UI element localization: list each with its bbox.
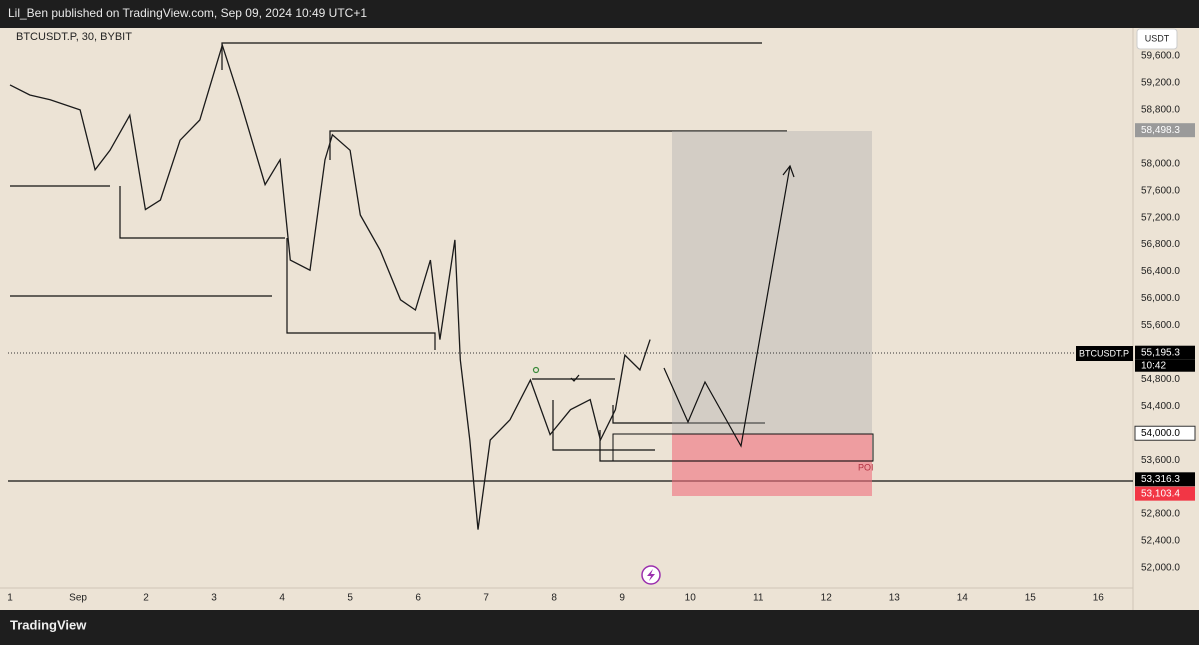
x-tick-label: 13 <box>889 593 901 604</box>
x-tick-label: 8 <box>551 593 557 604</box>
x-tick-label: 14 <box>957 593 969 604</box>
price-label: 54,000.0 <box>1141 428 1180 439</box>
level-line <box>329 130 787 160</box>
y-tick-label: 52,000.0 <box>1141 563 1180 574</box>
x-tick-label: 12 <box>821 593 833 604</box>
projection-arrow <box>663 165 791 448</box>
y-tick-label: 56,800.0 <box>1141 239 1180 250</box>
y-tick-label: 57,600.0 <box>1141 185 1180 196</box>
y-tick-label: 53,600.0 <box>1141 455 1180 466</box>
x-tick-label: 6 <box>415 593 421 604</box>
price-label-box <box>1135 123 1195 138</box>
price-line-series <box>9 43 651 530</box>
poi-label: POI <box>858 462 874 472</box>
y-tick-label: 54,400.0 <box>1141 401 1180 412</box>
level-line <box>221 42 762 70</box>
arrow-head <box>782 164 795 178</box>
y-tick-label: 52,400.0 <box>1141 536 1180 547</box>
x-tick-label: 7 <box>483 593 489 604</box>
y-tick-label: 59,200.0 <box>1141 78 1180 89</box>
countdown: 10:42 <box>1141 360 1166 371</box>
price-label: 55,195.3 <box>1141 347 1180 358</box>
check-mark <box>570 374 580 382</box>
brand: TradingView <box>10 617 87 632</box>
y-tick-label: 52,800.0 <box>1141 509 1180 520</box>
level-line <box>552 400 655 451</box>
price-label: 53,103.4 <box>1141 488 1180 499</box>
price-label-box <box>1135 345 1195 360</box>
price-label-box <box>1134 425 1196 441</box>
chart-area <box>0 28 1199 610</box>
x-tick-label: 9 <box>619 593 625 604</box>
y-tick-label: 59,600.0 <box>1141 51 1180 62</box>
flag-icon <box>532 366 540 374</box>
y-tick-label: 54,800.0 <box>1141 374 1180 385</box>
x-tick-label: 10 <box>685 593 697 604</box>
x-tick-label: 2 <box>143 593 149 604</box>
level-line <box>612 405 765 424</box>
level-line <box>119 186 285 239</box>
x-tick-label: 1 <box>7 593 13 604</box>
drawings <box>8 42 1133 482</box>
currency: USDT <box>1145 33 1170 43</box>
x-tick-label: 11 <box>753 593 764 604</box>
symbol-tag <box>1076 346 1133 361</box>
y-tick-label: 55,600.0 <box>1141 320 1180 331</box>
y-tick-label: 58,800.0 <box>1141 104 1180 115</box>
y-tick-label: 56,000.0 <box>1141 293 1180 304</box>
level-line <box>286 238 436 350</box>
x-tick-label: 3 <box>211 593 217 604</box>
symbol-label: BTCUSDT.P <box>1079 348 1129 358</box>
currency-box[interactable] <box>1136 28 1178 50</box>
x-tick-label: 16 <box>1093 593 1105 604</box>
event-bolt <box>647 569 655 581</box>
y-tick-label: 57,200.0 <box>1141 212 1180 223</box>
x-tick-label: 15 <box>1025 593 1037 604</box>
price-label: 53,316.3 <box>1141 474 1180 485</box>
publisher-line: Lil_Ben published on TradingView.com, Se… <box>8 6 367 20</box>
y-tick-label: 56,400.0 <box>1141 266 1180 277</box>
price-label-box <box>1135 486 1195 501</box>
y-tick-label: 58,000.0 <box>1141 158 1180 169</box>
countdown-box <box>1135 359 1195 372</box>
price-label-box <box>1135 472 1195 487</box>
price-label: 58,498.3 <box>1141 125 1180 136</box>
x-tick-label: 4 <box>279 593 285 604</box>
x-tick-label: 5 <box>347 593 353 604</box>
stop-zone <box>672 434 872 496</box>
symbol-title: BTCUSDT.P, 30, BYBIT <box>16 31 132 43</box>
x-tick-label: Sep <box>69 593 87 604</box>
